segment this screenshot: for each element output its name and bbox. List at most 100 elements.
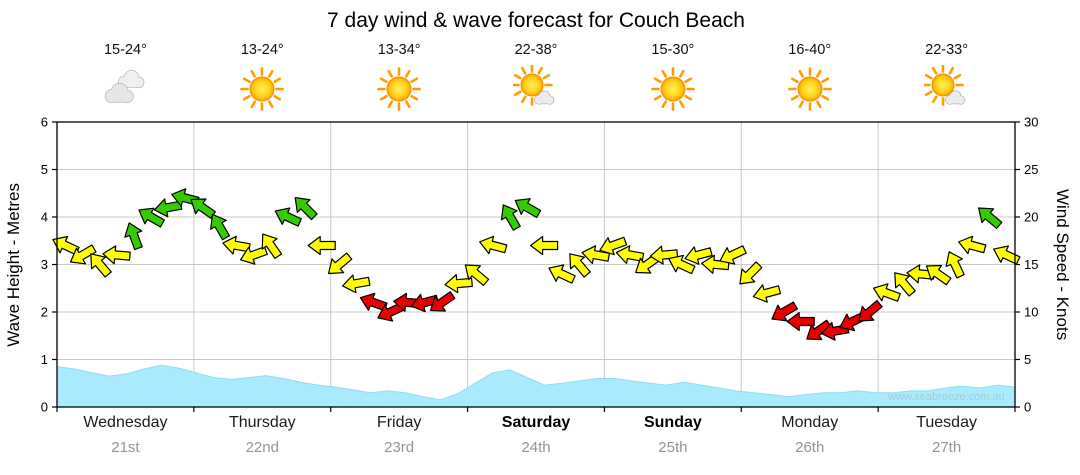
temp-label: 22-38° (514, 42, 558, 58)
wind-arrow (958, 235, 987, 255)
temp-label: 13-24° (240, 42, 284, 58)
wind-arrow (410, 293, 439, 313)
day-date: 25th (658, 439, 688, 456)
wind-arrows (52, 188, 1021, 341)
axis-tick-labels: 0 1 2 3 4 5 6 0 5 10 15 20 25 30 (41, 115, 1039, 415)
day-name: Wednesday (83, 414, 168, 431)
wind-arrow (977, 207, 1003, 230)
sunny-icon (377, 67, 421, 111)
svg-text:5: 5 (1024, 352, 1031, 367)
day-date: 21st (111, 439, 140, 456)
svg-text:5: 5 (41, 162, 48, 177)
wind-arrow (945, 251, 965, 279)
temp-label: 15-24° (103, 42, 147, 58)
wind-arrow (222, 235, 251, 255)
svg-text:25: 25 (1024, 162, 1038, 177)
left-axis-title: Wave Height - Metres (4, 182, 23, 347)
page-title: 7 day wind & wave forecast for Couch Bea… (327, 9, 745, 32)
sunny-icon (787, 67, 832, 111)
sunny-icon (240, 67, 285, 111)
day-name: Saturday (501, 414, 571, 431)
temp-label: 15-30° (651, 42, 695, 58)
wind-arrow (500, 204, 521, 231)
svg-text:0: 0 (1024, 400, 1031, 415)
wind-arrow (894, 272, 916, 297)
wind-arrow (359, 292, 388, 312)
temp-label: 13-34° (377, 42, 421, 58)
svg-text:1: 1 (41, 352, 48, 367)
wind-arrow (102, 245, 131, 265)
wind-arrow (138, 207, 165, 228)
wind-arrow (599, 236, 628, 256)
wind-arrow (649, 245, 679, 265)
day-name: Friday (376, 414, 422, 431)
svg-text:4: 4 (41, 210, 48, 225)
wind-arrow (261, 233, 283, 260)
sunny-icon (651, 67, 695, 111)
wind-arrow (752, 284, 782, 303)
wind-arrow (684, 246, 713, 265)
day-name: Monday (781, 414, 839, 431)
wind-arrow (514, 198, 542, 219)
temp-label: 16-40° (788, 42, 832, 58)
svg-text:20: 20 (1024, 210, 1038, 225)
day-date-row: 21st 22nd 23rd 24th 25th 26th 27th (57, 439, 1015, 456)
svg-text:3: 3 (41, 257, 48, 272)
wind-arrow (925, 264, 952, 286)
temp-label: 22-33° (925, 42, 969, 58)
wind-arrow (786, 311, 815, 332)
weather-icon-slot (468, 65, 605, 111)
wind-arrow (993, 245, 1021, 265)
wind-arrow (569, 253, 591, 278)
wind-arrow (479, 235, 508, 255)
wind-arrow (190, 198, 216, 219)
svg-text:2: 2 (41, 305, 48, 320)
svg-text:10: 10 (1024, 305, 1038, 320)
wind-arrow (548, 264, 576, 284)
wind-arrow (307, 235, 336, 256)
svg-text:6: 6 (41, 115, 48, 130)
wind-arrow (327, 252, 353, 275)
weather-icon-slot (194, 65, 331, 111)
cloudy-icon (105, 70, 145, 103)
wind-arrow (52, 235, 80, 256)
wind-arrow (668, 254, 696, 275)
wind-arrow (210, 213, 231, 241)
mostly-sunny-icon (513, 65, 555, 106)
wind-arrow (69, 244, 97, 265)
wind-arrow (806, 319, 832, 341)
svg-text:15: 15 (1024, 257, 1038, 272)
day-date: 24th (521, 439, 551, 456)
temperature-row: 15-24° 13-24° 13-34° 22-38° 15-30° 16-40… (57, 42, 1015, 58)
wind-arrow (274, 207, 302, 227)
wind-arrow (429, 291, 456, 312)
wave-height-area (56, 364, 1016, 408)
wind-arrow (464, 264, 490, 287)
wind-arrow (342, 274, 371, 294)
svg-text:30: 30 (1024, 115, 1038, 130)
wind-arrow (771, 301, 798, 322)
day-date: 22nd (245, 439, 279, 456)
wind-arrow (529, 235, 559, 256)
watermark: www.seabreeze.com.au (888, 391, 1005, 403)
wind-arrow (719, 245, 747, 265)
wind-arrow (124, 222, 143, 251)
axis-ticks (52, 121, 1020, 412)
weather-icon-slot (57, 65, 194, 111)
svg-text:0: 0 (41, 400, 48, 415)
wind-arrow (90, 253, 112, 278)
day-name-row: Wednesday Thursday Friday Saturday Sunda… (57, 414, 1015, 432)
wind-arrow (615, 245, 645, 265)
weather-icon-slot (331, 65, 468, 111)
day-date: 23rd (384, 439, 415, 456)
day-name: Tuesday (916, 414, 977, 431)
day-name: Thursday (228, 414, 296, 431)
day-date: 26th (795, 439, 825, 456)
weather-icon-slot (741, 65, 878, 111)
weather-icon-slot (604, 65, 741, 111)
weather-icon-row (57, 62, 1015, 114)
wind-arrow (739, 261, 763, 285)
right-axis-title: Wind Speed - Knots (1053, 188, 1072, 341)
